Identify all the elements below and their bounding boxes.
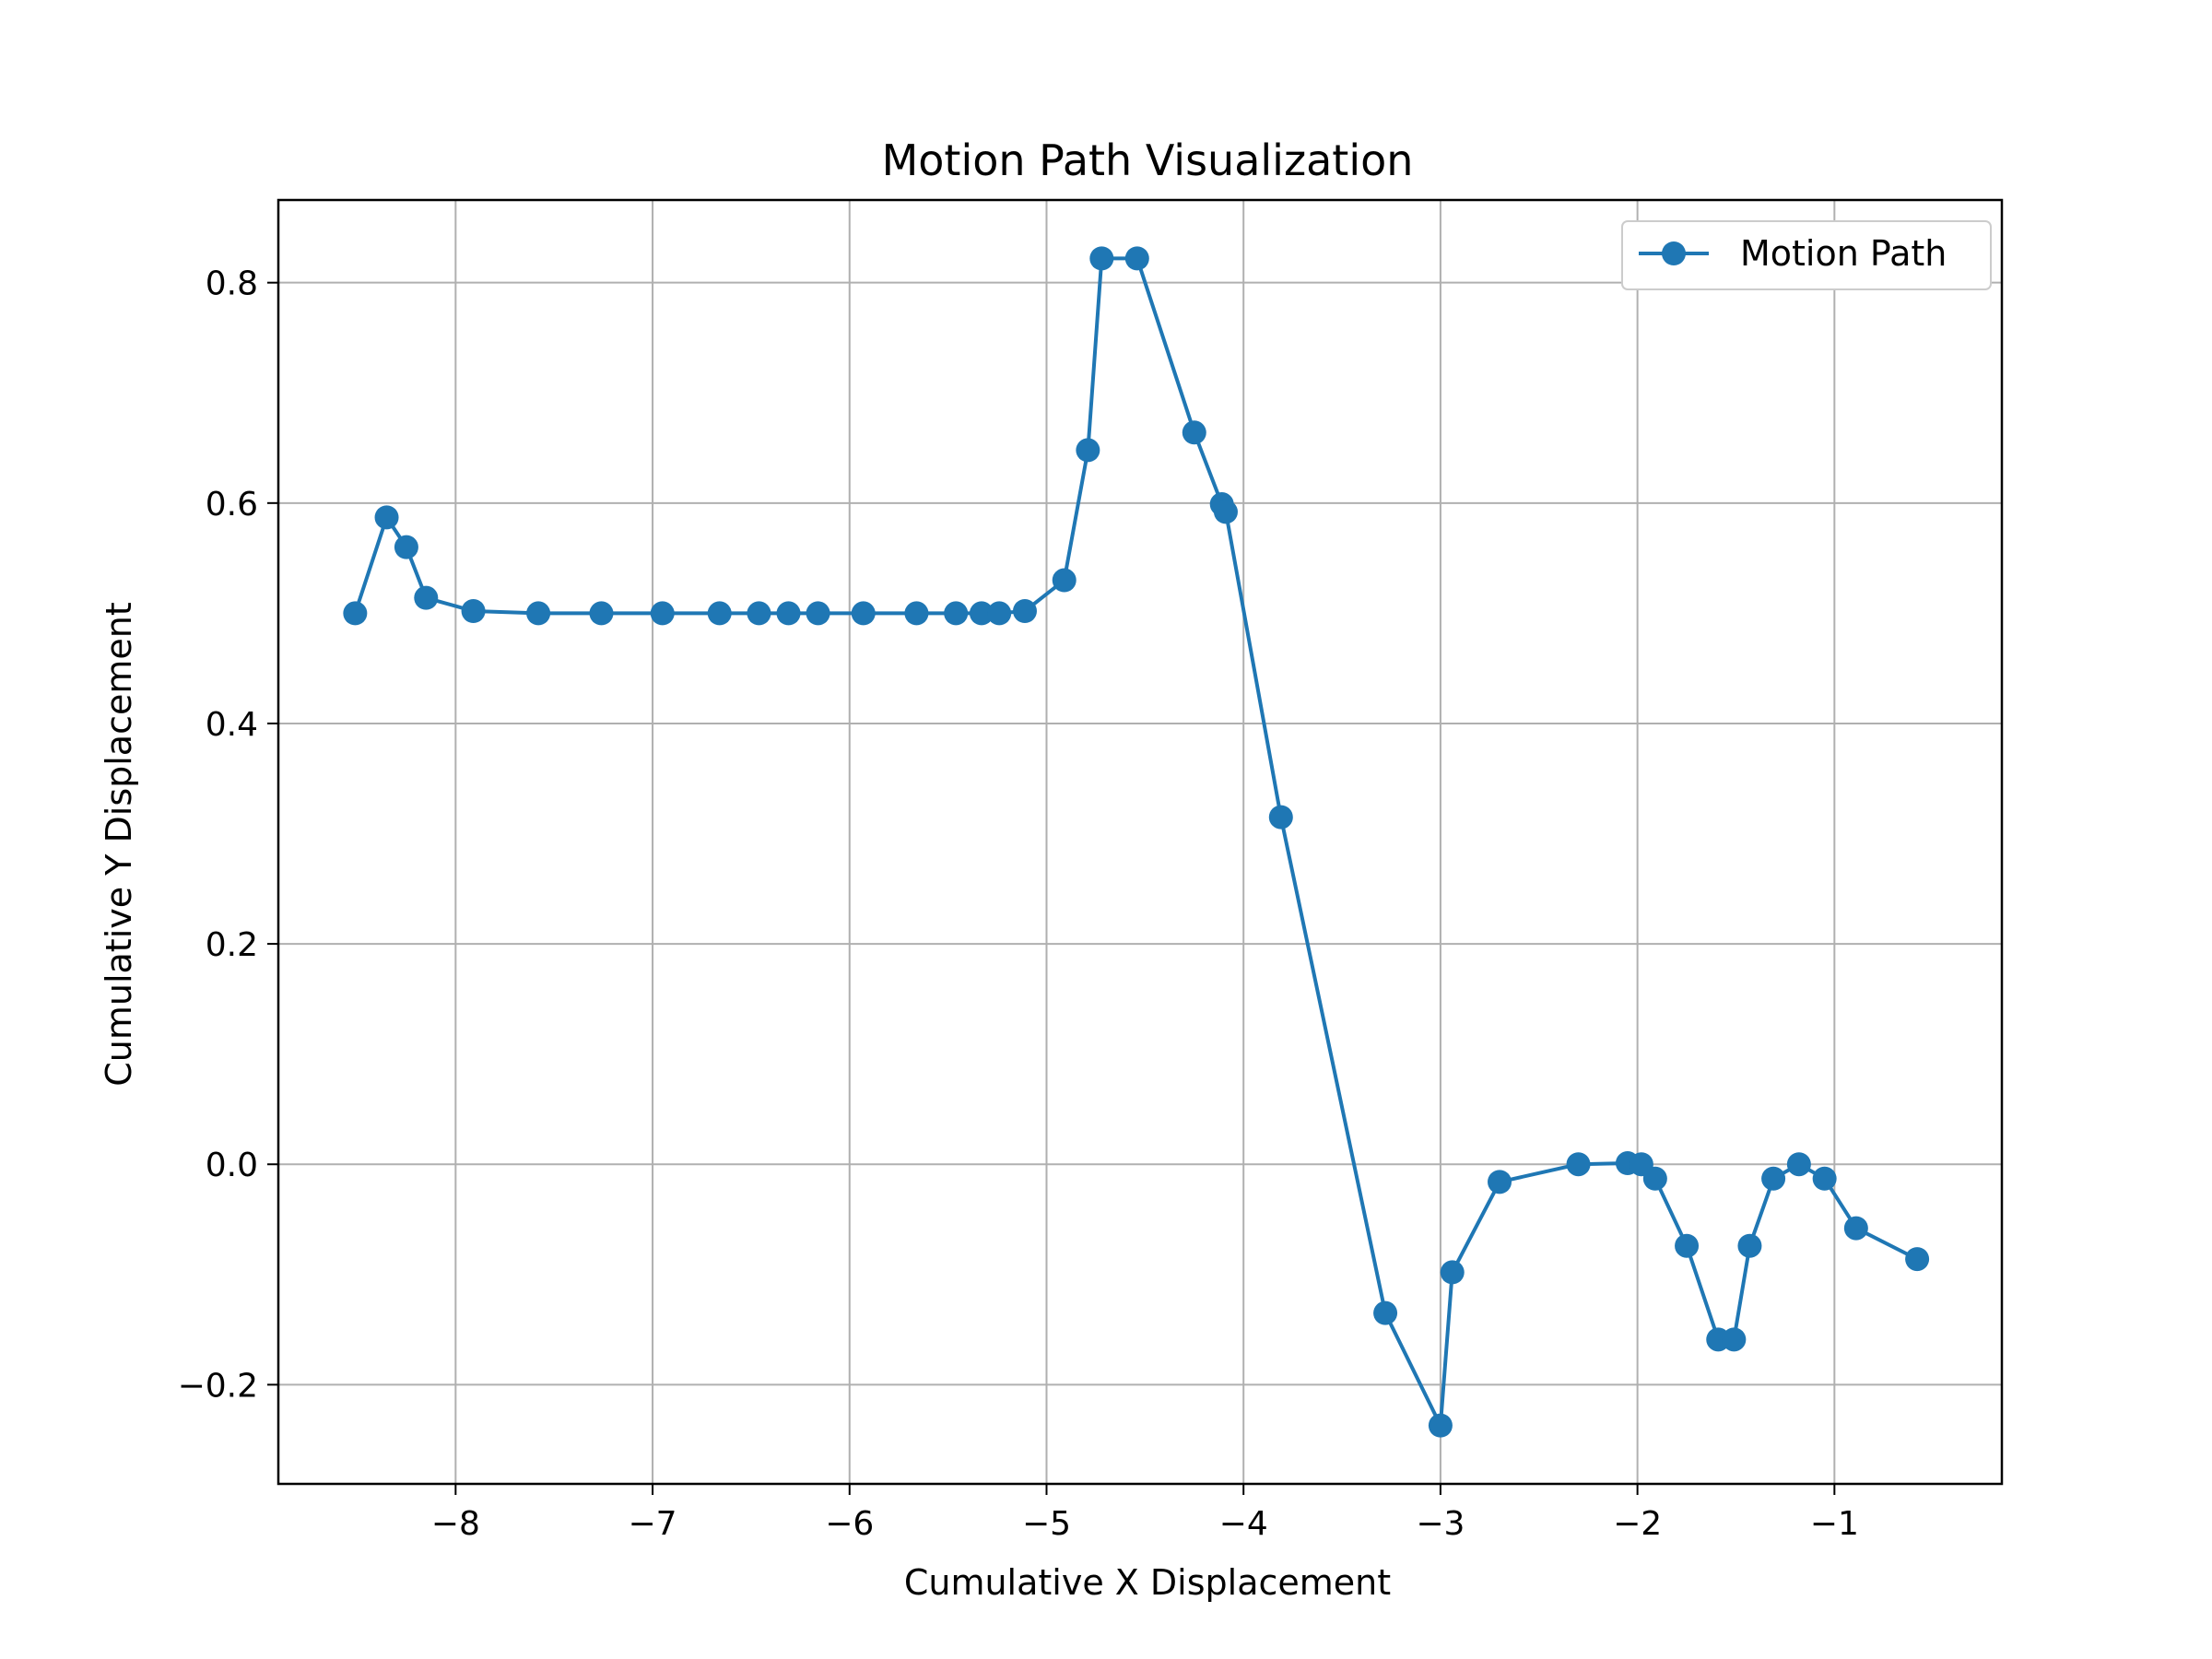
data-point (1566, 1152, 1591, 1177)
series-layer (343, 246, 1930, 1438)
data-point (1076, 438, 1100, 463)
data-point (1843, 1216, 1868, 1241)
y-tick-label: 0.6 (206, 486, 258, 524)
data-point (1213, 500, 1238, 524)
y-tick-label: 0.4 (206, 706, 258, 744)
x-tick-label: −8 (431, 1505, 480, 1543)
data-point (394, 535, 418, 559)
data-point (944, 601, 969, 626)
x-tick-label: −2 (1613, 1505, 1662, 1543)
data-point (1812, 1166, 1837, 1191)
data-point (1761, 1166, 1786, 1191)
data-point (1488, 1170, 1512, 1194)
data-point (374, 505, 399, 530)
y-axis-ticks: −0.2 0.0 0.2 0.4 0.6 0.8 (178, 265, 278, 1405)
x-tick-label: −1 (1810, 1505, 1859, 1543)
data-point (1722, 1327, 1747, 1352)
x-tick-label: −5 (1022, 1505, 1071, 1543)
data-point (589, 601, 614, 626)
legend-marker (1662, 241, 1686, 265)
data-point (650, 601, 675, 626)
data-point (1642, 1166, 1667, 1191)
x-tick-label: −6 (825, 1505, 874, 1543)
data-point (1428, 1413, 1453, 1438)
y-tick-label: 0.2 (206, 926, 258, 964)
y-axis-label: Cumulative Y Displacement (99, 602, 139, 1087)
x-tick-label: −3 (1416, 1505, 1465, 1543)
data-point (1786, 1152, 1811, 1177)
x-tick-label: −4 (1219, 1505, 1268, 1543)
x-tick-label: −7 (629, 1505, 677, 1543)
y-tick-label: 0.0 (206, 1147, 258, 1184)
chart-title: Motion Path Visualization (882, 135, 1414, 185)
legend-box (1621, 220, 1992, 290)
data-point (1675, 1233, 1700, 1258)
data-point (969, 601, 994, 626)
data-point (1373, 1300, 1398, 1325)
y-tick-label: 0.8 (206, 265, 258, 303)
data-point (1440, 1260, 1465, 1285)
data-point (526, 601, 551, 626)
data-point (1268, 805, 1293, 830)
data-point (707, 601, 732, 626)
x-axis-label: Cumulative X Displacement (904, 1562, 1391, 1603)
data-point (1737, 1233, 1762, 1258)
y-tick-label: −0.2 (178, 1367, 258, 1405)
grid-lines (278, 200, 2002, 1484)
data-point (806, 601, 830, 626)
data-point (776, 601, 801, 626)
legend-label: Motion Path (1740, 233, 1947, 274)
data-point (987, 601, 1012, 626)
data-point (1905, 1247, 1930, 1272)
data-point (1012, 598, 1037, 623)
legend: Motion Path (1621, 220, 1992, 290)
data-point (747, 601, 771, 626)
data-point (1124, 246, 1149, 271)
data-point (414, 585, 439, 610)
data-point (904, 601, 929, 626)
plot-frame (276, 198, 2004, 1486)
data-point (343, 601, 368, 626)
data-point (851, 601, 876, 626)
x-axis-ticks: −8 −7 −6 −5 −4 −3 −2 −1 (431, 1484, 1859, 1543)
data-point (461, 598, 486, 623)
data-point (1089, 246, 1114, 271)
data-point (1052, 568, 1077, 593)
data-point (1182, 420, 1206, 445)
